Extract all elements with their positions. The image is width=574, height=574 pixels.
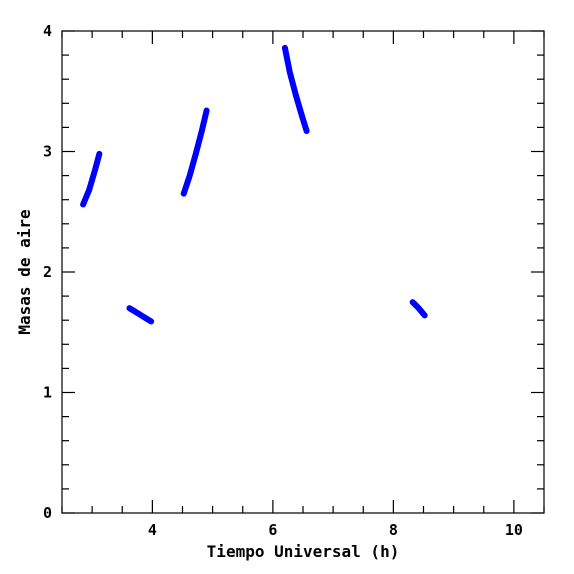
observation-track-5 [409, 299, 428, 319]
series-layer [80, 44, 428, 325]
x-tick-label: 8 [389, 521, 398, 539]
plot-frame [61, 30, 545, 514]
observation-track-4 [281, 44, 310, 135]
observation-track-1 [80, 150, 103, 208]
x-tick-label: 4 [148, 521, 157, 539]
y-tick-label: 0 [43, 504, 52, 522]
x-tick-label: 6 [268, 521, 277, 539]
x-axis-label: Tiempo Universal (h) [207, 542, 400, 561]
y-tick-label: 1 [43, 384, 52, 402]
y-tick-label: 2 [43, 263, 52, 281]
observation-track-2 [126, 305, 155, 325]
y-axis-label: Masas de aire [15, 209, 34, 334]
tick-layer [61, 30, 545, 514]
y-tick-label: 4 [43, 22, 52, 40]
observation-track-3 [180, 107, 210, 197]
x-tick-label: 10 [505, 521, 523, 539]
y-tick-label: 3 [43, 143, 52, 161]
